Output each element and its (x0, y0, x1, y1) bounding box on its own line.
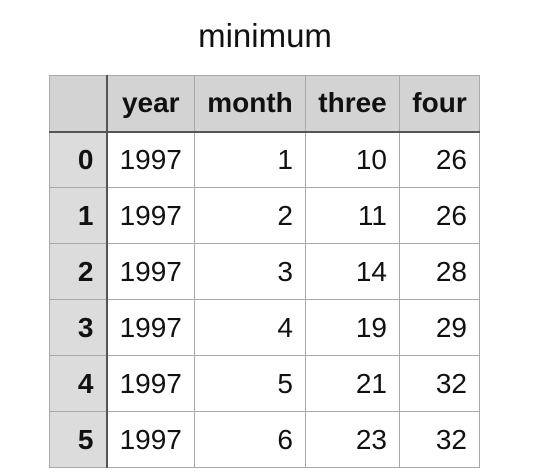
table-row: 2 1997 3 14 28 (49, 243, 480, 300)
column-header-year: year (106, 75, 195, 133)
row-index: 0 (49, 131, 108, 188)
cell-year: 1997 (106, 243, 195, 300)
column-header-three: three (305, 75, 400, 133)
cell-year: 1997 (106, 411, 195, 468)
column-header-four: four (399, 75, 480, 133)
cell-four: 26 (399, 187, 480, 244)
header-row: year month three four (49, 75, 480, 133)
cell-four: 32 (399, 355, 480, 412)
cell-three: 14 (305, 243, 400, 300)
cell-year: 1997 (106, 131, 195, 188)
cell-month: 4 (194, 299, 306, 356)
table-row: 1 1997 2 11 26 (49, 187, 480, 244)
table-row: 0 1997 1 10 26 (49, 131, 480, 188)
cell-four: 32 (399, 411, 480, 468)
row-index: 3 (49, 299, 108, 356)
cell-four: 28 (399, 243, 480, 300)
cell-year: 1997 (106, 187, 195, 244)
cell-year: 1997 (106, 299, 195, 356)
index-header-corner (49, 75, 108, 133)
column-header-month: month (194, 75, 306, 133)
row-index: 1 (49, 187, 108, 244)
cell-month: 2 (194, 187, 306, 244)
cell-four: 29 (399, 299, 480, 356)
cell-month: 6 (194, 411, 306, 468)
data-table: year month three four 0 1997 1 10 26 1 1… (49, 75, 480, 468)
row-index: 2 (49, 243, 108, 300)
cell-four: 26 (399, 131, 480, 188)
cell-three: 21 (305, 355, 400, 412)
cell-three: 23 (305, 411, 400, 468)
row-index: 5 (49, 411, 108, 468)
cell-three: 10 (305, 131, 400, 188)
table-row: 5 1997 6 23 32 (49, 411, 480, 468)
cell-month: 5 (194, 355, 306, 412)
table-row: 3 1997 4 19 29 (49, 299, 480, 356)
cell-three: 19 (305, 299, 400, 356)
cell-month: 1 (194, 131, 306, 188)
cell-year: 1997 (106, 355, 195, 412)
table-row: 4 1997 5 21 32 (49, 355, 480, 412)
cell-three: 11 (305, 187, 400, 244)
cell-month: 3 (194, 243, 306, 300)
table-title: minimum (198, 17, 332, 54)
row-index: 4 (49, 355, 108, 412)
